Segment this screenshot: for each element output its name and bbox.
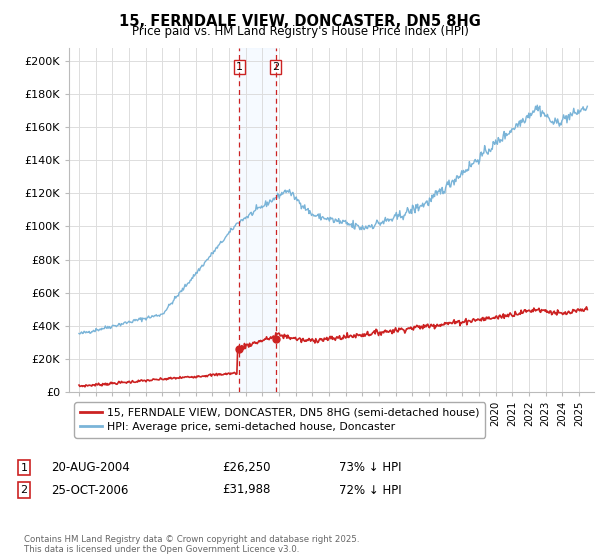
Text: 15, FERNDALE VIEW, DONCASTER, DN5 8HG: 15, FERNDALE VIEW, DONCASTER, DN5 8HG xyxy=(119,14,481,29)
Text: £31,988: £31,988 xyxy=(222,483,271,497)
Legend: 15, FERNDALE VIEW, DONCASTER, DN5 8HG (semi-detached house), HPI: Average price,: 15, FERNDALE VIEW, DONCASTER, DN5 8HG (s… xyxy=(74,403,485,437)
Text: 1: 1 xyxy=(20,463,28,473)
Bar xyxy=(239,48,275,392)
Text: Contains HM Land Registry data © Crown copyright and database right 2025.
This d: Contains HM Land Registry data © Crown c… xyxy=(24,535,359,554)
Text: 73% ↓ HPI: 73% ↓ HPI xyxy=(339,461,401,474)
Text: 20-AUG-2004: 20-AUG-2004 xyxy=(51,461,130,474)
Text: 2: 2 xyxy=(272,63,279,72)
Text: Price paid vs. HM Land Registry's House Price Index (HPI): Price paid vs. HM Land Registry's House … xyxy=(131,25,469,38)
Text: £26,250: £26,250 xyxy=(222,461,271,474)
Text: 2: 2 xyxy=(20,485,28,495)
Text: 1: 1 xyxy=(236,63,243,72)
Text: 72% ↓ HPI: 72% ↓ HPI xyxy=(339,483,401,497)
Text: 25-OCT-2006: 25-OCT-2006 xyxy=(51,483,128,497)
